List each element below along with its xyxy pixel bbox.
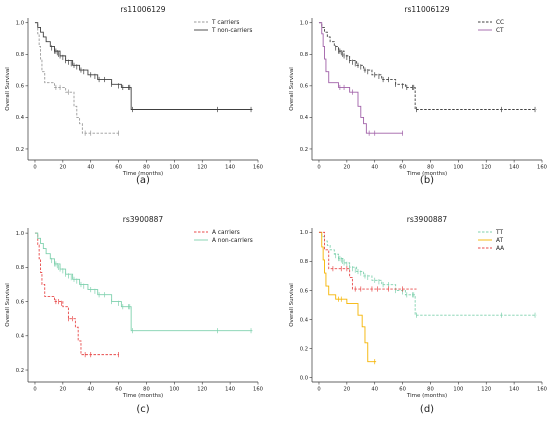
chart-panel-3: rs3900887 0 20 40 60 80 100 120 140 160 0.2 0.4 0.6 0… [5, 215, 263, 415]
panel-label: (a) [136, 175, 150, 186]
x-tick-label: 100 [169, 387, 179, 393]
legend-label: A non-carriers [212, 238, 253, 244]
x-tick-label: 20 [60, 165, 67, 171]
x-tick-label: 140 [509, 165, 519, 171]
legend-label: AA [496, 246, 504, 252]
y-tick-label: 1.0 [16, 231, 24, 237]
x-tick-label: 120 [481, 165, 491, 171]
chart-panel-2: rs11006129 0 20 40 60 80 100 120 140 160 0.2 0.4 0.6… [289, 5, 547, 186]
y-axis-label: Overall Survival [5, 67, 11, 111]
series-line-2 [318, 231, 377, 363]
legend-label: AT [496, 238, 504, 244]
series-line-1 [318, 22, 537, 110]
y-tick-label: 0.4 [16, 115, 25, 121]
series-line-1 [34, 232, 119, 356]
series-line-2 [34, 232, 253, 332]
x-axis-label: Time (months) [406, 393, 447, 399]
y-tick-label: 1.0 [300, 21, 308, 27]
x-tick-label: 160 [537, 165, 547, 171]
y-tick-label: 0.6 [16, 84, 24, 90]
x-tick-label: 160 [253, 387, 263, 393]
y-tick-label: 0.6 [300, 84, 308, 90]
x-tick-label: 0 [317, 387, 320, 393]
y-tick-label: 0.8 [16, 265, 24, 271]
series-line-1 [34, 22, 119, 134]
chart-title: rs3900887 [407, 215, 448, 224]
x-tick-label: 100 [169, 165, 179, 171]
y-tick-label: 0.0 [300, 375, 308, 381]
y-tick-label: 0.4 [300, 115, 309, 121]
x-tick-label: 60 [399, 387, 406, 393]
x-axis-label: Time (months) [122, 171, 163, 177]
x-tick-label: 20 [60, 387, 67, 393]
series-line-2 [318, 22, 403, 134]
chart-title: rs11006129 [120, 5, 165, 14]
series-line-3 [318, 231, 417, 290]
x-tick-label: 80 [143, 165, 150, 171]
x-tick-label: 20 [344, 387, 351, 393]
y-tick-label: 0.6 [16, 299, 24, 305]
panel-label: (c) [136, 404, 149, 415]
legend-label: CT [496, 28, 504, 34]
x-tick-label: 40 [371, 165, 378, 171]
y-tick-label: 0.6 [300, 288, 308, 294]
y-axis-label: Overall Survival [289, 67, 295, 111]
legend-label: TT [495, 230, 503, 236]
x-tick-label: 140 [225, 387, 235, 393]
y-tick-label: 0.8 [300, 259, 308, 265]
x-tick-label: 80 [143, 387, 150, 393]
x-tick-label: 60 [399, 165, 406, 171]
y-tick-label: 0.4 [16, 334, 25, 340]
x-tick-label: 140 [225, 165, 235, 171]
x-tick-label: 140 [509, 387, 519, 393]
x-tick-label: 40 [87, 387, 94, 393]
x-tick-label: 80 [427, 165, 434, 171]
y-tick-label: 0.4 [300, 317, 309, 323]
x-tick-label: 80 [427, 387, 434, 393]
chart-title: rs3900887 [123, 215, 164, 224]
y-tick-label: 1.0 [16, 21, 24, 27]
legend-label: T non-carriers [211, 28, 252, 34]
legend-label: CC [496, 20, 504, 26]
y-tick-label: 1.0 [300, 230, 308, 236]
x-tick-label: 100 [453, 165, 463, 171]
chart-title: rs11006129 [404, 5, 449, 14]
x-tick-label: 160 [253, 165, 263, 171]
y-tick-label: 0.8 [300, 52, 308, 58]
y-tick-label: 0.2 [16, 368, 24, 374]
x-axis-label: Time (months) [406, 171, 447, 177]
series-line-1 [318, 231, 537, 316]
y-tick-label: 0.2 [300, 147, 308, 153]
x-axis-label: Time (months) [122, 393, 163, 399]
panel-label: (d) [420, 404, 434, 415]
x-tick-label: 0 [33, 165, 36, 171]
series-line-2 [34, 22, 253, 110]
x-tick-label: 0 [33, 387, 36, 393]
x-tick-label: 120 [481, 387, 491, 393]
y-axis-label: Overall Survival [289, 283, 295, 327]
x-tick-label: 40 [371, 387, 378, 393]
x-tick-label: 20 [344, 165, 351, 171]
x-tick-label: 60 [115, 165, 122, 171]
x-tick-label: 120 [197, 387, 207, 393]
x-tick-label: 0 [317, 165, 320, 171]
legend-label: A carriers [212, 230, 240, 236]
x-tick-label: 40 [87, 165, 94, 171]
legend-label: T carriers [211, 20, 239, 26]
y-axis-label: Overall Survival [5, 283, 11, 327]
x-tick-label: 100 [453, 387, 463, 393]
x-tick-label: 160 [537, 387, 547, 393]
chart-panel-4: rs3900887 0 20 40 60 80 100 120 140 160 0.0 0.2 0.4 0… [289, 215, 547, 415]
y-tick-label: 0.2 [16, 147, 24, 153]
panel-label: (b) [420, 175, 434, 186]
x-tick-label: 60 [115, 387, 122, 393]
chart-panel-1: rs11006129 0 20 40 60 80 100 120 140 160 0.2 0.4 0.6… [5, 5, 263, 186]
y-tick-label: 0.8 [16, 52, 24, 58]
y-tick-label: 0.2 [300, 346, 308, 352]
x-tick-label: 120 [197, 165, 207, 171]
